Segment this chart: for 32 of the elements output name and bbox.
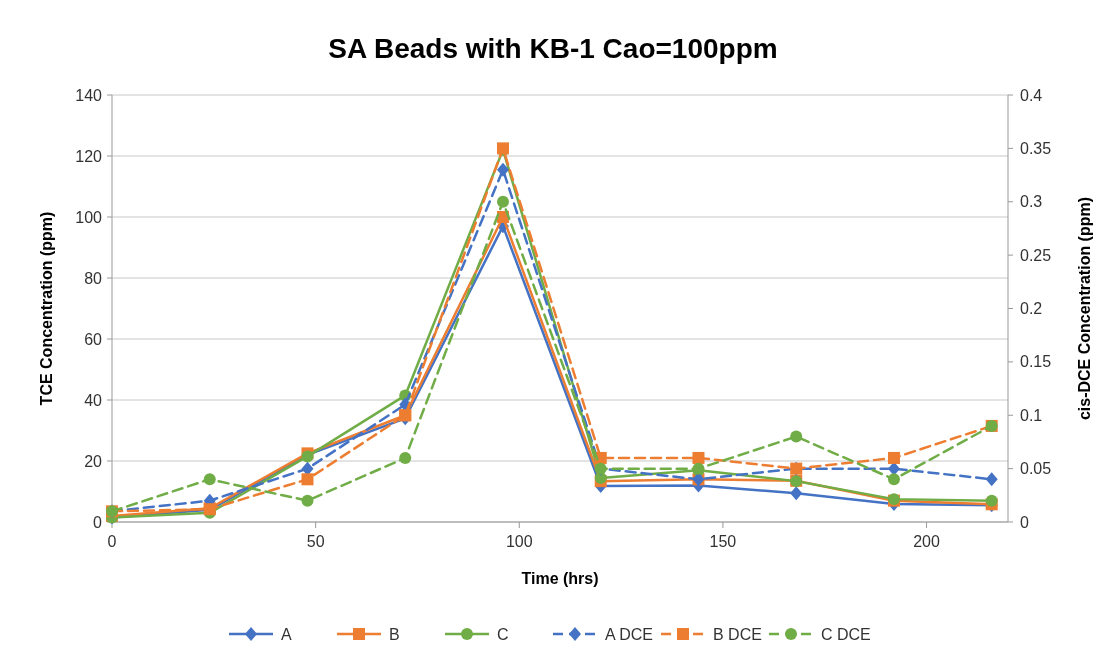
legend-label: C bbox=[497, 625, 509, 643]
chart-title: SA Beads with KB-1 Cao=100ppm bbox=[328, 33, 778, 64]
legend-label: B bbox=[389, 625, 400, 643]
x-tick-label: 150 bbox=[709, 533, 737, 550]
y2-tick-label: 0.15 bbox=[1020, 353, 1052, 371]
legend-label: A DCE bbox=[605, 625, 654, 643]
y-tick-label: 140 bbox=[75, 86, 103, 104]
y2-axis-title: cis-DCE Concentration (ppm) bbox=[1076, 196, 1093, 421]
x-tick-label: 100 bbox=[505, 533, 533, 550]
legend-label: A bbox=[281, 625, 292, 643]
y2-tick-label: 0.35 bbox=[1020, 139, 1052, 157]
x-tick-label: 50 bbox=[306, 533, 325, 550]
y-tick-label: 0 bbox=[93, 513, 103, 531]
y-tick-label: 40 bbox=[84, 391, 103, 409]
y-tick-label: 100 bbox=[75, 208, 103, 226]
y-tick-label: 60 bbox=[84, 330, 103, 348]
y2-tick-label: 0.2 bbox=[1020, 300, 1043, 318]
y2-tick-label: 0.05 bbox=[1020, 460, 1052, 478]
x-tick-label: 200 bbox=[913, 533, 940, 550]
x-axis-title: Time (hrs) bbox=[521, 570, 599, 587]
y-tick-label: 120 bbox=[75, 147, 103, 165]
y2-tick-label: 0.4 bbox=[1020, 86, 1043, 104]
x-tick-label: 0 bbox=[107, 533, 117, 550]
y-tick-label: 20 bbox=[84, 452, 103, 470]
legend-label: B DCE bbox=[713, 625, 762, 643]
y-tick-label: 80 bbox=[84, 269, 103, 287]
y2-tick-label: 0.3 bbox=[1020, 193, 1043, 211]
y2-tick-label: 0.25 bbox=[1020, 246, 1052, 264]
legend-label: C DCE bbox=[821, 625, 871, 643]
y-axis-title: TCE Concentration (ppm) bbox=[38, 211, 55, 406]
y2-tick-label: 0.1 bbox=[1020, 406, 1043, 424]
y2-tick-label: 0 bbox=[1020, 513, 1029, 531]
